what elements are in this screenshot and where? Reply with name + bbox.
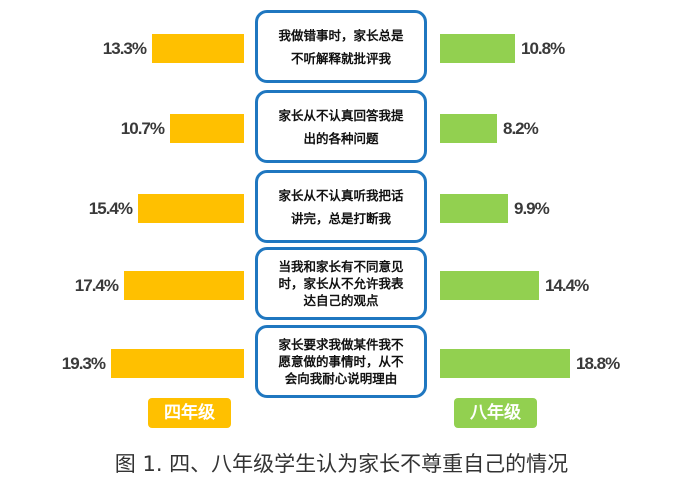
category-box: 家长要求我做某件我不 愿意做的事情时，从不 会向我耐心说明理由: [255, 325, 427, 398]
value-label-grade8: 9.9%: [514, 199, 550, 218]
category-text-line: 时，家长从不允许我表: [278, 276, 404, 291]
category-text-line: 当我和家长有不同意见: [278, 259, 404, 274]
bar-grade8: [440, 194, 508, 223]
category-text-line: 家长从不认真回答我提: [278, 107, 404, 123]
bar-grade4: [124, 271, 244, 300]
category-box: 家长从不认真听我把话 讲完，总是打断我: [255, 170, 427, 243]
category-text-line: 家长要求我做某件我不: [278, 337, 404, 352]
value-label-grade4: 19.3%: [61, 354, 106, 373]
legend-grade4: 四年级: [148, 398, 231, 428]
figure-caption: 图 1. 四、八年级学生认为家长不尊重自己的情况: [114, 452, 569, 476]
value-label-grade4: 10.7%: [120, 119, 165, 138]
category-text-line: 会向我耐心说明理由: [284, 371, 398, 386]
category-text-line: 达自己的观点: [303, 293, 379, 308]
bar-grade4: [152, 34, 244, 63]
bar-grade4: [138, 194, 244, 223]
value-label-grade4: 13.3%: [102, 39, 147, 58]
bar-grade4: [111, 349, 244, 378]
category-box: 我做错事时，家长总是 不听解释就批评我: [255, 10, 427, 83]
value-label-grade8: 18.8%: [576, 354, 620, 373]
value-label-grade4: 15.4%: [88, 199, 133, 218]
value-label-grade8: 14.4%: [545, 276, 589, 295]
bar-grade8: [440, 114, 497, 143]
legend-grade8: 八年级: [454, 398, 537, 428]
category-text-line: 不听解释就批评我: [290, 50, 391, 66]
value-label-grade8: 10.8%: [521, 39, 565, 58]
bar-grade8: [440, 34, 515, 63]
category-box: 家长从不认真回答我提 出的各种问题: [255, 90, 427, 163]
bar-grade8: [440, 349, 570, 378]
value-label-grade8: 8.2%: [503, 119, 539, 138]
category-text-line: 愿意做的事情时，从不: [278, 354, 404, 369]
category-text-line: 讲完，总是打断我: [290, 210, 391, 226]
category-text-line: 家长从不认真听我把话: [278, 187, 404, 203]
value-label-grade4: 17.4%: [74, 276, 119, 295]
category-box: 当我和家长有不同意见 时，家长从不允许我表 达自己的观点: [255, 247, 427, 320]
bar-grade4: [170, 114, 244, 143]
category-text-line: 我做错事时，家长总是: [278, 27, 404, 43]
category-text-line: 出的各种问题: [303, 130, 379, 146]
bar-grade8: [440, 271, 539, 300]
